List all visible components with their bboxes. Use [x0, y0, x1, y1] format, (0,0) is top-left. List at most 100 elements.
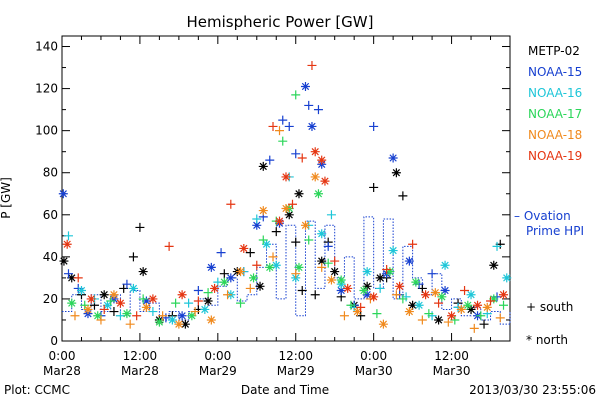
- noaa-19-south-point: [73, 273, 83, 283]
- noaa-16-north-point: [262, 239, 272, 249]
- noaa-18-north-point: [430, 288, 440, 298]
- noaa-16-north-point: [362, 267, 372, 277]
- metp-02-north-point: [59, 256, 69, 266]
- noaa-17-north-point: [154, 317, 164, 327]
- noaa-18-north-point: [310, 172, 320, 182]
- noaa-16-south-point: [63, 231, 73, 241]
- noaa-19-north-point: [499, 290, 509, 300]
- noaa-18-south-point: [268, 252, 278, 262]
- noaa-18-south-point: [223, 290, 233, 300]
- noaa-19-north-point: [395, 281, 405, 291]
- ovation-prime-line: [62, 216, 511, 325]
- metp-02-north-point: [330, 267, 340, 277]
- legend-noaa-17: NOAA-17: [528, 107, 582, 121]
- noaa-19-north-point: [473, 300, 483, 310]
- noaa-17-north-point: [463, 300, 473, 310]
- metp-02-north-point: [489, 260, 499, 270]
- noaa-17-south-point: [258, 235, 268, 245]
- y-tick-label: 120: [35, 82, 58, 96]
- noaa-15-south-point: [122, 279, 132, 289]
- legend-ovation-prime: – Ovation Prime HPI: [514, 209, 584, 238]
- noaa-15-north-point: [226, 273, 236, 283]
- metp-02-south-point: [479, 319, 489, 329]
- y-tick-label: 0: [50, 334, 58, 348]
- metp-02-south-point: [297, 286, 307, 296]
- noaa-19-south-point: [356, 302, 366, 312]
- noaa-16-north-point: [440, 260, 450, 270]
- noaa-15-south-point: [63, 269, 73, 279]
- noaa-18-south-point: [125, 319, 135, 329]
- x-axis-label: Date and Time: [241, 383, 329, 397]
- metp-02-south-point: [245, 248, 255, 258]
- noaa-19-north-point: [239, 243, 249, 253]
- noaa-15-north-point: [141, 296, 151, 306]
- noaa-17-north-point: [122, 309, 132, 319]
- noaa-16-south-point: [148, 307, 158, 317]
- x-tick-date-label: Mar29: [199, 364, 237, 378]
- noaa-19-north-point: [369, 292, 379, 302]
- noaa-18-south-point: [417, 315, 427, 325]
- noaa-19-north-point: [115, 298, 125, 308]
- noaa-17-north-point: [385, 267, 395, 277]
- metp-02-north-point: [99, 290, 109, 300]
- noaa-17-south-point: [291, 90, 301, 100]
- noaa-19-south-point: [193, 296, 203, 306]
- noaa-17-south-point: [476, 311, 486, 321]
- noaa-15-south-point: [278, 115, 288, 125]
- noaa-17-south-point: [499, 300, 509, 310]
- noaa-15-south-point: [284, 121, 294, 131]
- noaa-17-south-point: [304, 235, 314, 245]
- noaa-16-north-point: [167, 315, 177, 325]
- noaa-15-north-point: [300, 81, 310, 91]
- metp-02-south-point: [310, 290, 320, 300]
- x-tick-date-label: Mar29: [277, 364, 315, 378]
- noaa-18-south-point: [469, 323, 479, 333]
- x-tick-date-label: Mar30: [433, 364, 471, 378]
- noaa-16-north-point: [317, 229, 327, 239]
- legend-noaa-18: NOAA-18: [528, 128, 582, 142]
- noaa-19-north-point: [177, 290, 187, 300]
- x-tick-time-label: 0:00: [204, 349, 231, 363]
- chart-title: Hemispheric Power [GW]: [187, 13, 374, 31]
- noaa-16-north-point: [466, 290, 476, 300]
- noaa-16-north-point: [128, 283, 138, 293]
- noaa-19-north-point: [320, 176, 330, 186]
- noaa-15-north-point: [388, 153, 398, 163]
- noaa-19-north-point: [447, 311, 457, 321]
- noaa-18-north-point: [83, 304, 93, 314]
- noaa-17-north-point: [294, 262, 304, 272]
- noaa-19-south-point: [382, 264, 392, 274]
- metp-02-north-point: [375, 273, 385, 283]
- noaa-19-south-point: [460, 286, 470, 296]
- noaa-18-south-point: [70, 311, 80, 321]
- noaa-15-north-point: [336, 286, 346, 296]
- noaa-19-south-point: [297, 153, 307, 163]
- noaa-19-south-point: [99, 304, 109, 314]
- x-tick-date-label: Mar28: [43, 364, 81, 378]
- metp-02-south-point: [369, 182, 379, 192]
- noaa-17-south-point: [346, 300, 356, 310]
- metp-02-north-point: [434, 315, 444, 325]
- x-tick-time-label: 12:00: [123, 349, 158, 363]
- noaa-15-north-point: [177, 311, 187, 321]
- noaa-16-north-point: [388, 246, 398, 256]
- noaa-18-north-point: [236, 267, 246, 277]
- noaa-18-north-point: [326, 275, 336, 285]
- noaa-19-south-point: [287, 199, 297, 209]
- noaa-18-north-point: [352, 307, 362, 317]
- x-tick-time-label: 12:00: [434, 349, 469, 363]
- noaa-18-north-point: [206, 315, 216, 325]
- noaa-17-south-point: [138, 294, 148, 304]
- noaa-18-south-point: [443, 317, 453, 327]
- y-axis-label: P [GW]: [0, 177, 13, 219]
- noaa-18-south-point: [158, 311, 168, 321]
- noaa-17-south-point: [203, 288, 213, 298]
- noaa-16-north-point: [200, 304, 210, 314]
- noaa-15-south-point: [313, 105, 323, 115]
- noaa-15-north-point: [440, 286, 450, 296]
- noaa-17-south-point: [236, 298, 246, 308]
- noaa-18-north-point: [141, 302, 151, 312]
- noaa-16-north-point: [102, 300, 112, 310]
- noaa-18-south-point: [291, 269, 301, 279]
